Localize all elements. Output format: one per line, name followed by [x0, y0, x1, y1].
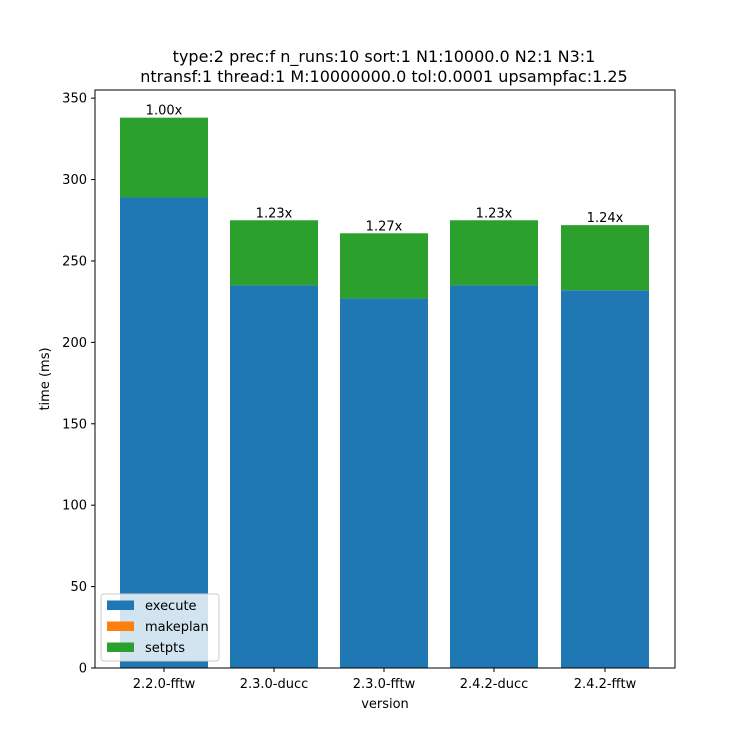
bar-setpts-2.4.2-fftw	[561, 225, 649, 291]
y-tick-label-200: 200	[62, 336, 87, 351]
legend-swatch-execute	[107, 600, 134, 610]
x-tick-label-2.3.0-ducc: 2.3.0-ducc	[240, 677, 309, 692]
bar-label-2.4.2-fftw: 1.24x	[587, 211, 624, 226]
x-tick-label-2.4.2-fftw: 2.4.2-fftw	[574, 677, 637, 692]
chart-title-line-1: type:2 prec:f n_runs:10 sort:1 N1:10000.…	[173, 47, 596, 67]
bar-execute-2.3.0-fftw	[340, 298, 428, 668]
y-tick-label-150: 150	[62, 417, 87, 432]
y-tick-label-300: 300	[62, 173, 87, 188]
x-tick-label-2.3.0-fftw: 2.3.0-fftw	[353, 677, 416, 692]
legend-label-makeplan: makeplan	[145, 620, 209, 635]
bar-setpts-2.3.0-ducc	[230, 220, 318, 286]
legend-label-setpts: setpts	[145, 641, 185, 656]
y-tick-label-250: 250	[62, 254, 87, 269]
legend: execute makeplan setpts	[100, 593, 220, 662]
bar-execute-2.2.0-fftw	[120, 197, 208, 668]
legend-label-execute: execute	[145, 599, 197, 614]
bar-label-2.3.0-fftw: 1.27x	[366, 219, 403, 234]
bar-labels-group: 1.00x 1.23x 1.27x 1.23x 1.24x	[146, 104, 624, 235]
bar-execute-2.4.2-fftw	[561, 290, 649, 668]
y-axis-label: time (ms)	[38, 347, 53, 410]
y-tick-label-50: 50	[70, 580, 87, 595]
y-tick-label-350: 350	[62, 92, 87, 107]
y-tick-label-100: 100	[62, 499, 87, 514]
legend-swatch-makeplan	[107, 621, 134, 631]
x-tick-label-2.2.0-fftw: 2.2.0-fftw	[133, 677, 196, 692]
plot-frame	[94, 89, 676, 669]
x-tick-label-2.4.2-ducc: 2.4.2-ducc	[460, 677, 529, 692]
y-axis: 0 50 100 150 200 250 300 350	[62, 92, 95, 677]
bar-execute-2.3.0-ducc	[230, 285, 318, 668]
bar-setpts-2.4.2-ducc	[450, 220, 538, 286]
x-axis: 2.2.0-fftw 2.3.0-ducc 2.3.0-fftw 2.4.2-ducc…	[133, 668, 637, 692]
y-tick-label-0: 0	[79, 662, 87, 677]
chart-title-line-2: ntransf:1 thread:1 M:10000000.0 tol:0.00…	[140, 67, 627, 86]
bar-label-2.3.0-ducc: 1.23x	[256, 206, 293, 221]
bar-label-2.2.0-fftw: 1.00x	[146, 104, 183, 119]
bar-setpts-2.3.0-fftw	[340, 233, 428, 299]
bar-label-2.4.2-ducc: 1.23x	[476, 206, 513, 221]
legend-swatch-setpts	[107, 642, 134, 652]
bar-setpts-2.2.0-fftw	[120, 117, 208, 198]
x-axis-label: version	[361, 697, 409, 712]
bars-group	[120, 117, 649, 668]
bar-execute-2.4.2-ducc	[450, 285, 538, 668]
